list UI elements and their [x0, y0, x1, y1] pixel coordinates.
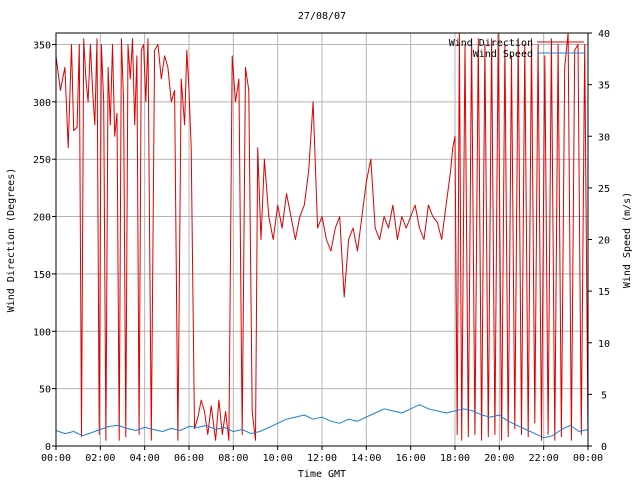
y-right-tick-label: 40 — [598, 29, 610, 40]
x-tick-label: 00:00 — [41, 453, 71, 464]
y-left-tick-label: 150 — [33, 270, 51, 281]
y-axis-right-label: Wind Speed (m/s) — [622, 192, 633, 288]
y-axis-left-label: Wind Direction (Degrees) — [6, 168, 17, 313]
y-left-tick-label: 250 — [33, 155, 51, 166]
y-left-tick-label: 300 — [33, 98, 51, 109]
series-line-wind-direction — [55, 32, 589, 441]
y-right-tick-label: 30 — [598, 132, 610, 143]
x-tick-label: 22:00 — [529, 453, 559, 464]
x-tick-label: 00:00 — [573, 453, 603, 464]
x-tick-label: 08:00 — [218, 453, 248, 464]
series-lines — [55, 32, 589, 441]
axis-ticks: 00:00 02:00 04:00 06:00 08:00 10:00 12:00 14:00… — [33, 29, 610, 464]
chart-title: 27/08/07 — [298, 11, 346, 22]
y-left-tick-label: 200 — [33, 213, 51, 224]
x-axis-label: Time GMT — [298, 469, 346, 480]
y-right-tick-label: 20 — [598, 236, 610, 247]
y-right-tick-label: 15 — [598, 287, 610, 298]
y-left-tick-label: 100 — [33, 327, 51, 338]
y-right-tick-label: 5 — [601, 390, 607, 401]
x-tick-label: 02:00 — [85, 453, 115, 464]
x-tick-label: 06:00 — [174, 453, 204, 464]
legend-label: Wind Speed — [473, 49, 533, 60]
x-tick-label: 20:00 — [484, 453, 514, 464]
y-right-tick-label: 35 — [598, 81, 610, 92]
x-tick-label: 14:00 — [351, 453, 381, 464]
series-line-wind-speed — [55, 404, 589, 439]
y-left-tick-label: 0 — [45, 442, 51, 453]
y-right-tick-label: 25 — [598, 184, 610, 195]
y-left-tick-label: 50 — [39, 385, 51, 396]
x-tick-label: 18:00 — [440, 453, 470, 464]
y-right-tick-label: 0 — [601, 442, 607, 453]
y-left-tick-label: 350 — [33, 40, 51, 51]
x-tick-label: 12:00 — [307, 453, 337, 464]
legend-label: Wind Direction — [449, 38, 533, 49]
x-tick-label: 10:00 — [263, 453, 293, 464]
y-right-tick-label: 10 — [598, 339, 610, 350]
x-tick-label: 04:00 — [130, 453, 160, 464]
x-tick-label: 16:00 — [396, 453, 426, 464]
